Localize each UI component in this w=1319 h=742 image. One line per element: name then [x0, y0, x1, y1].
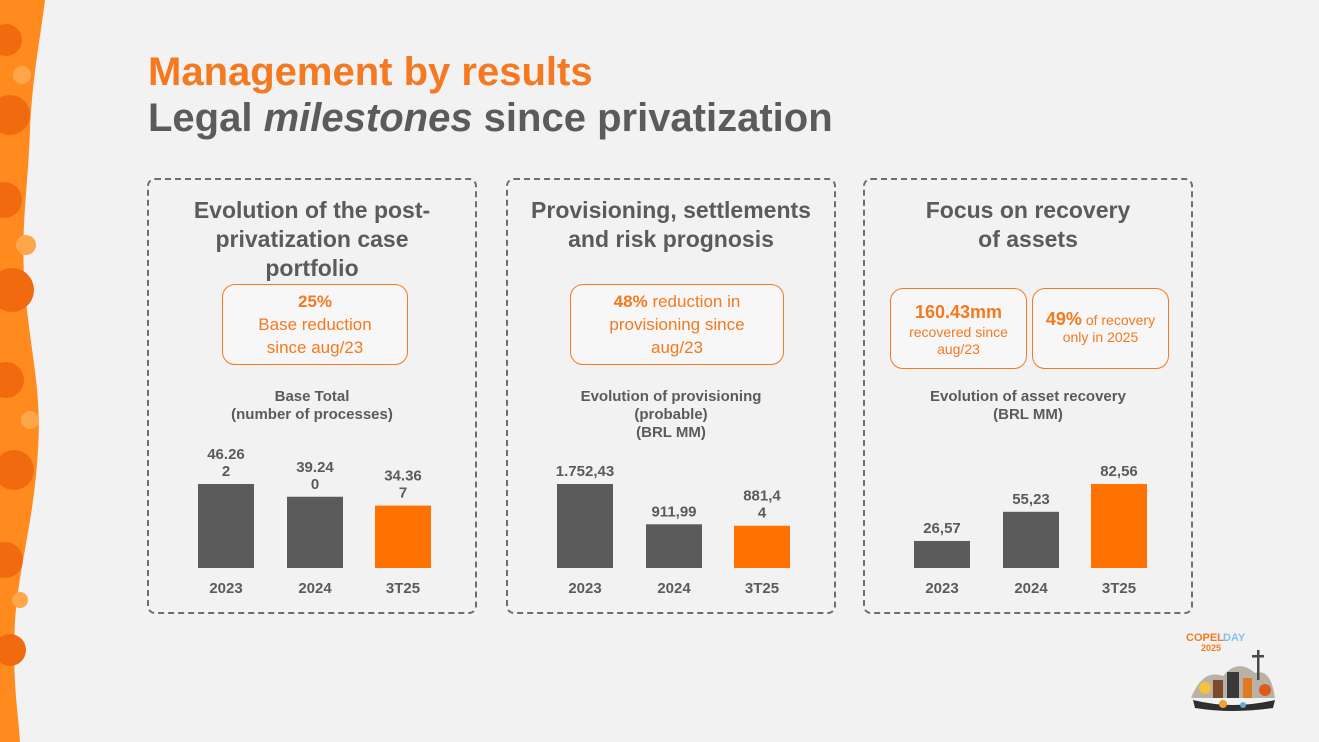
data-label: 55,23	[1012, 491, 1050, 508]
subtitle-pre: Legal	[148, 96, 264, 140]
chart-label-line: (BRL MM)	[993, 406, 1063, 423]
bar-2023	[557, 484, 613, 568]
callout-text: Base reduction since aug/23	[258, 315, 372, 357]
category-label: 2023	[209, 580, 242, 597]
callout-text: of recovery only in 2025	[1062, 312, 1156, 345]
chart-label-line: Base Total	[274, 388, 350, 405]
panel-asset-recovery: Focus on recovery of assets 160.43mm rec…	[863, 178, 1193, 614]
bar-3t25	[734, 525, 790, 568]
bar-2023	[198, 484, 254, 568]
page-subtitle: Legal milestones since privatization	[148, 94, 833, 142]
bar-3t25	[375, 505, 431, 568]
chart-label-line: (BRL MM)	[636, 424, 706, 441]
callout-provisioning-reduction: 48% reduction in provisioning since aug/…	[570, 284, 784, 365]
copel-day-logo: COPEL DAY 2025	[1186, 632, 1275, 711]
bar-2023	[914, 540, 970, 568]
callout-value: 160.43mm	[914, 301, 1003, 322]
subtitle-post: since privatization	[472, 96, 833, 140]
panel-case-portfolio: Evolution of the post-privatization case…	[147, 178, 477, 614]
panel-title: Provisioning, settlements and risk progn…	[531, 197, 811, 252]
category-label: 3T25	[745, 580, 779, 597]
data-label: 39.24	[296, 459, 334, 476]
data-label: 7	[399, 485, 407, 502]
category-label: 2023	[568, 580, 601, 597]
category-label: 2024	[657, 580, 691, 597]
logo-word-copel: COPEL	[1186, 632, 1224, 644]
category-label: 3T25	[1102, 580, 1136, 597]
chart-label-line: Evolution of provisioning	[580, 388, 762, 405]
data-label: 4	[758, 505, 767, 522]
callout-content: 48% reduction in provisioning since aug/…	[571, 290, 783, 359]
callout-value: 49%	[1045, 309, 1082, 329]
data-label: 911,99	[651, 503, 696, 520]
bar-2024	[1003, 511, 1059, 568]
callout-value: 25%	[297, 292, 333, 311]
callout-recovered-amount: 160.43mm recovered since aug/23	[890, 288, 1027, 369]
chart-label-line: Evolution of asset recovery	[930, 388, 1126, 405]
category-label: 3T25	[386, 580, 420, 597]
side-wave-decoration	[0, 0, 45, 742]
panel-title: Evolution of the post-privatization case…	[193, 197, 431, 281]
callout-content: 49% of recovery only in 2025	[1033, 309, 1168, 346]
logo-illustration	[1191, 650, 1275, 711]
chart-label: Evolution of provisioning (probable) (BR…	[508, 388, 834, 442]
bar-3t25	[1091, 484, 1147, 568]
chart-label-line: (probable)	[634, 406, 708, 423]
subtitle-emphasis: milestones	[263, 96, 473, 140]
data-label: 0	[311, 476, 319, 493]
data-label: 2	[222, 463, 230, 480]
chart-label: Evolution of asset recovery (BRL MM)	[865, 388, 1191, 424]
data-label: 26,57	[923, 520, 961, 537]
category-label: 2024	[1014, 580, 1048, 597]
page-title: Management by results	[148, 50, 593, 94]
bar-2024	[287, 496, 343, 568]
callout-base-reduction: 25% Base reduction since aug/23	[222, 284, 408, 365]
callout-text: reduction in provisioning since aug/23	[609, 292, 745, 357]
panel-title: Focus on recovery of assets	[925, 197, 1131, 252]
bar-chart-asset-recovery: 26,57 2023 55,23 2024 82,56 3T25	[914, 463, 1147, 597]
callout-text: recovered since aug/23	[909, 323, 1008, 357]
logo-year: 2025	[1201, 643, 1221, 653]
bar-chart-provisioning: 1.752,43 2023 911,99 2024 881,44 3T25	[556, 463, 790, 597]
logo-word-day: DAY	[1223, 632, 1246, 644]
data-label: 881,4	[743, 488, 781, 505]
chart-label: Base Total (number of processes)	[149, 388, 475, 424]
data-label: 1.752,43	[556, 463, 614, 480]
callout-recovery-share: 49% of recovery only in 2025	[1032, 288, 1169, 369]
category-label: 2024	[298, 580, 332, 597]
bar-2024	[646, 524, 702, 568]
data-label: 82,56	[1100, 463, 1138, 480]
bar-chart-base-total: 46.262 2023 39.240 2024 34.367 3T25	[198, 446, 431, 597]
data-label: 34.36	[384, 468, 422, 485]
data-label: 46.26	[207, 446, 245, 463]
chart-label-line: (number of processes)	[231, 406, 393, 423]
panel-provisioning: Provisioning, settlements and risk progn…	[506, 178, 836, 614]
callout-value: 48%	[613, 292, 648, 311]
category-label: 2023	[925, 580, 958, 597]
